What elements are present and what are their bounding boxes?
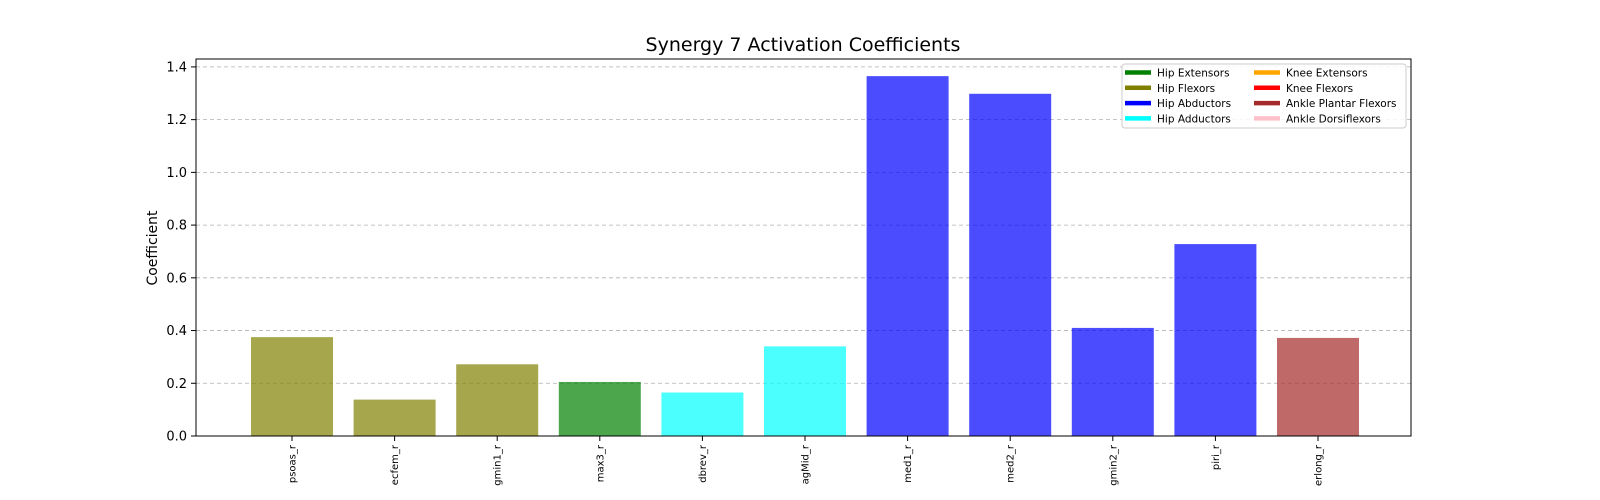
legend-label: Knee Flexors <box>1286 83 1353 95</box>
y-axis-label: Coefficient <box>145 210 161 286</box>
legend-item: Hip Abductors <box>1125 98 1231 110</box>
y-tick-label: 0.2 <box>166 377 187 392</box>
x-tick-label: ecfem_r <box>390 444 401 485</box>
x-tick-label: dbrev_r <box>698 444 709 483</box>
legend-item: Ankle Plantar Flexors <box>1254 98 1397 110</box>
y-tick-label: 1.2 <box>166 113 187 128</box>
x-tick-label: gmin2_r <box>1108 444 1119 486</box>
bars <box>251 76 1359 437</box>
y-axis: 0.0 0.2 0.4 0.6 0.8 1.0 1.2 1.4 <box>166 60 196 445</box>
y-tick-label: 1.0 <box>166 166 187 181</box>
legend-item: Ankle Dorsiflexors <box>1254 113 1381 125</box>
x-tick-label: agMid_r <box>801 444 812 484</box>
bar-ecfem_r <box>353 399 436 436</box>
x-axis: psoas_r ecfem_r gmin1_r max3_r dbrev_r agMid_… <box>288 436 1325 486</box>
legend-label: Knee Extensors <box>1286 68 1368 80</box>
legend-label: Hip Flexors <box>1157 83 1215 95</box>
x-tick-label: max3_r <box>595 444 606 482</box>
legend-item: Knee Extensors <box>1254 68 1368 80</box>
bar-gmin2_r <box>1071 327 1154 436</box>
plot-frame <box>195 58 1412 437</box>
bar-med2_r <box>969 93 1052 437</box>
legend-label: Hip Adductors <box>1157 113 1231 125</box>
legend-label: Hip Extensors <box>1157 68 1230 80</box>
bar-gmin1_r <box>456 364 539 436</box>
legend-item: Hip Extensors <box>1125 68 1230 80</box>
legend-label: Ankle Plantar Flexors <box>1286 98 1397 110</box>
y-tick-label: 0.8 <box>166 219 187 234</box>
x-tick-label: erlong_r <box>1314 444 1325 486</box>
bar-max3_r <box>558 381 641 436</box>
x-tick-label: piri_r <box>1211 444 1222 470</box>
bar-med1_r <box>866 76 949 437</box>
bar-piri_r <box>1174 244 1257 436</box>
bar-agMid_r <box>764 346 846 436</box>
legend-label: Ankle Dorsiflexors <box>1286 113 1381 125</box>
y-tick-label: 0.6 <box>166 271 187 286</box>
y-tick-label: 1.4 <box>166 60 187 75</box>
legend: Hip Extensors Hip Flexors Hip Abductors Hip… <box>1121 63 1407 129</box>
legend-item: Hip Flexors <box>1125 83 1215 95</box>
x-tick-label: psoas_r <box>288 444 299 483</box>
x-tick-label: med2_r <box>1006 444 1017 483</box>
x-tick-label: gmin1_r <box>493 444 504 486</box>
legend-item: Knee Flexors <box>1254 83 1353 95</box>
y-tick-label: 0.0 <box>166 430 187 445</box>
chart-title: Synergy 7 Activation Coefficients <box>646 34 961 56</box>
bar-erlong_r <box>1277 337 1359 436</box>
legend-frame <box>1121 63 1407 129</box>
legend-label: Hip Abductors <box>1157 98 1231 110</box>
bar-dbrev_r <box>661 392 744 436</box>
y-tick-label: 0.4 <box>166 324 187 339</box>
bar-psoas_r <box>251 337 333 436</box>
legend-item: Hip Adductors <box>1125 113 1231 125</box>
x-tick-label: med1_r <box>903 444 914 483</box>
